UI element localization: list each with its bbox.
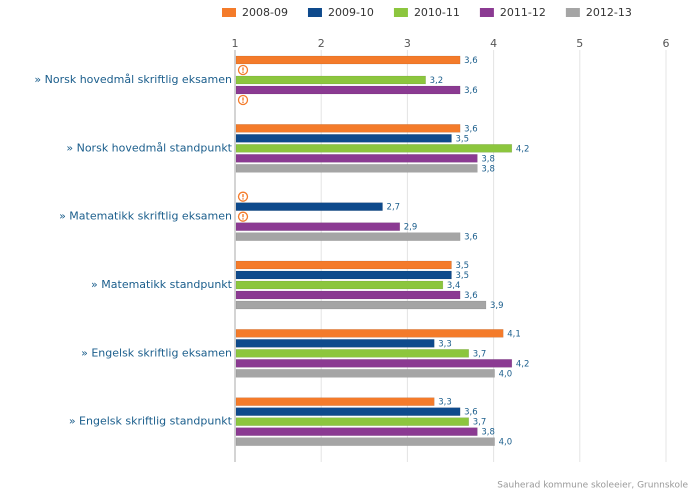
value-label: 3,3: [438, 339, 452, 349]
missing-icon-dot: [242, 71, 244, 73]
bar: [235, 144, 513, 153]
value-label: 3,2: [430, 76, 444, 86]
bar: [235, 270, 452, 280]
category-label[interactable]: » Matematikk standpunkt: [91, 278, 233, 291]
bar: [235, 427, 478, 436]
category-label[interactable]: » Norsk hovedmål skriftlig eksamen: [34, 73, 232, 86]
value-label: 3,9: [490, 301, 504, 311]
bar: [235, 349, 469, 358]
legend-label: 2012-13: [586, 6, 632, 19]
value-label: 3,7: [473, 349, 487, 359]
bar: [235, 202, 383, 211]
bar: [235, 397, 435, 406]
bar: [235, 55, 461, 65]
bar: [235, 437, 495, 446]
bar: [235, 329, 504, 338]
category-label[interactable]: » Engelsk skriftlig standpunkt: [69, 415, 233, 428]
value-label: 3,5: [456, 134, 470, 144]
bar: [235, 232, 461, 241]
bar: [235, 164, 478, 173]
value-label: 2,9: [404, 223, 418, 233]
legend-item[interactable]: 2008-09: [222, 6, 288, 19]
bar: [235, 134, 452, 143]
category-label[interactable]: » Norsk hovedmål standpunkt: [66, 141, 232, 154]
value-label: 3,8: [481, 154, 495, 164]
bar: [235, 154, 478, 163]
value-label: 3,8: [481, 164, 495, 174]
x-tick-label: 1: [232, 37, 239, 50]
bar: [235, 359, 513, 368]
bar: [235, 369, 495, 378]
missing-icon-dot: [242, 198, 244, 200]
bar: [235, 124, 461, 133]
x-tick-label: 4: [490, 37, 497, 50]
value-label: 3,5: [456, 271, 470, 281]
missing-icon-dot: [242, 218, 244, 220]
value-label: 4,2: [516, 359, 530, 369]
category-label[interactable]: » Engelsk skriftlig eksamen: [81, 346, 232, 359]
category-label[interactable]: » Matematikk skriftlig eksamen: [59, 210, 232, 223]
bar: [235, 260, 452, 270]
missing-icon-dot: [242, 101, 244, 103]
bar: [235, 339, 435, 348]
x-tick-label: 3: [404, 37, 411, 50]
value-label: 3,6: [464, 56, 478, 66]
value-label: 4,2: [516, 144, 530, 154]
legend-item[interactable]: 2009-10: [307, 6, 374, 19]
bar: [235, 417, 469, 426]
bar: [235, 85, 461, 95]
legend-label: 2011-12: [500, 6, 546, 19]
value-label: 3,5: [456, 261, 470, 271]
value-label: 2,7: [387, 203, 401, 213]
legend-item[interactable]: 2011-12: [479, 6, 546, 19]
value-label: 4,0: [499, 369, 513, 379]
legend-item[interactable]: 2010-11: [393, 6, 460, 19]
value-label: 3,6: [464, 124, 478, 134]
value-label: 3,4: [447, 281, 461, 291]
value-label: 3,8: [481, 428, 495, 438]
legend-swatch: [307, 8, 322, 17]
value-label: 4,1: [507, 329, 521, 339]
value-label: 3,6: [464, 408, 478, 418]
value-label: 3,7: [473, 418, 487, 428]
x-tick-label: 5: [576, 37, 583, 50]
bar: [235, 280, 444, 290]
legend-label: 2009-10: [328, 6, 374, 19]
value-label: 3,6: [464, 86, 478, 96]
bar: [235, 222, 401, 231]
x-tick-label: 6: [663, 37, 670, 50]
legend-swatch: [479, 8, 494, 17]
x-tick-label: 2: [318, 37, 325, 50]
legend-swatch: [222, 8, 236, 17]
legend-swatch: [565, 8, 580, 17]
value-label: 3,3: [438, 398, 452, 408]
legend-label: 2010-11: [414, 6, 460, 19]
value-label: 3,6: [464, 233, 478, 243]
legend-item[interactable]: 2012-13: [565, 6, 632, 19]
bar: [235, 75, 426, 85]
bar: [235, 300, 487, 310]
bar: [235, 290, 461, 300]
bar: [235, 407, 461, 416]
credit: Sauherad kommune skoleeier, Grunnskole: [497, 481, 688, 491]
legend-label: 2008-09: [242, 6, 288, 19]
legend-swatch: [393, 8, 408, 17]
value-label: 4,0: [499, 438, 513, 448]
value-label: 3,6: [464, 291, 478, 301]
